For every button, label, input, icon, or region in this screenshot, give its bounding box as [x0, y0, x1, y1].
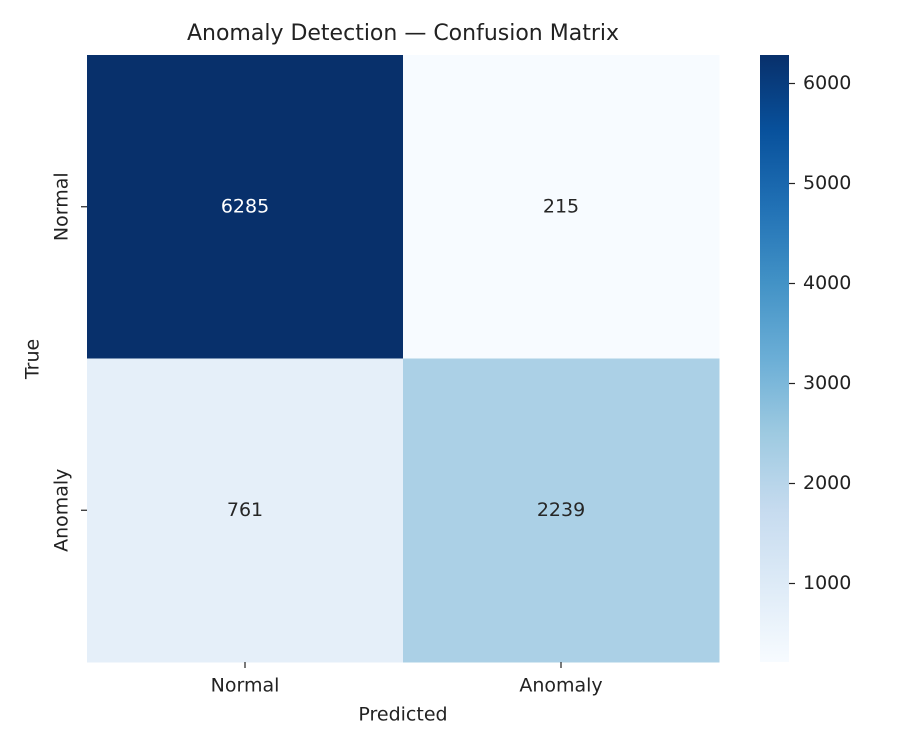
cell-label: 6285 [221, 195, 269, 217]
y-tick-label: Anomaly [51, 469, 73, 552]
x-axis-label: Predicted [358, 704, 447, 726]
y-tick-label: Normal [51, 172, 73, 241]
cell-label: 215 [543, 195, 579, 217]
colorbar-tick-label: 1000 [803, 572, 851, 594]
colorbar-tick-label: 4000 [803, 272, 851, 294]
heatmap-cell [87, 358, 404, 663]
colorbar-tick-label: 6000 [803, 72, 851, 94]
colorbar [760, 55, 789, 662]
cell-label: 2239 [537, 499, 585, 521]
colorbar-tick-label: 2000 [803, 472, 851, 494]
y-axis-label: True [22, 339, 44, 380]
heatmap-cell [403, 55, 720, 359]
colorbar-tick-label: 5000 [803, 172, 851, 194]
heatmap-cell [403, 358, 720, 663]
colorbar-tick-label: 3000 [803, 372, 851, 394]
chart-title: Anomaly Detection — Confusion Matrix [187, 21, 619, 46]
x-tick-label: Normal [211, 675, 280, 697]
x-tick-label: Anomaly [519, 675, 602, 697]
heatmap-cell [87, 55, 404, 359]
cell-label: 761 [227, 499, 263, 521]
